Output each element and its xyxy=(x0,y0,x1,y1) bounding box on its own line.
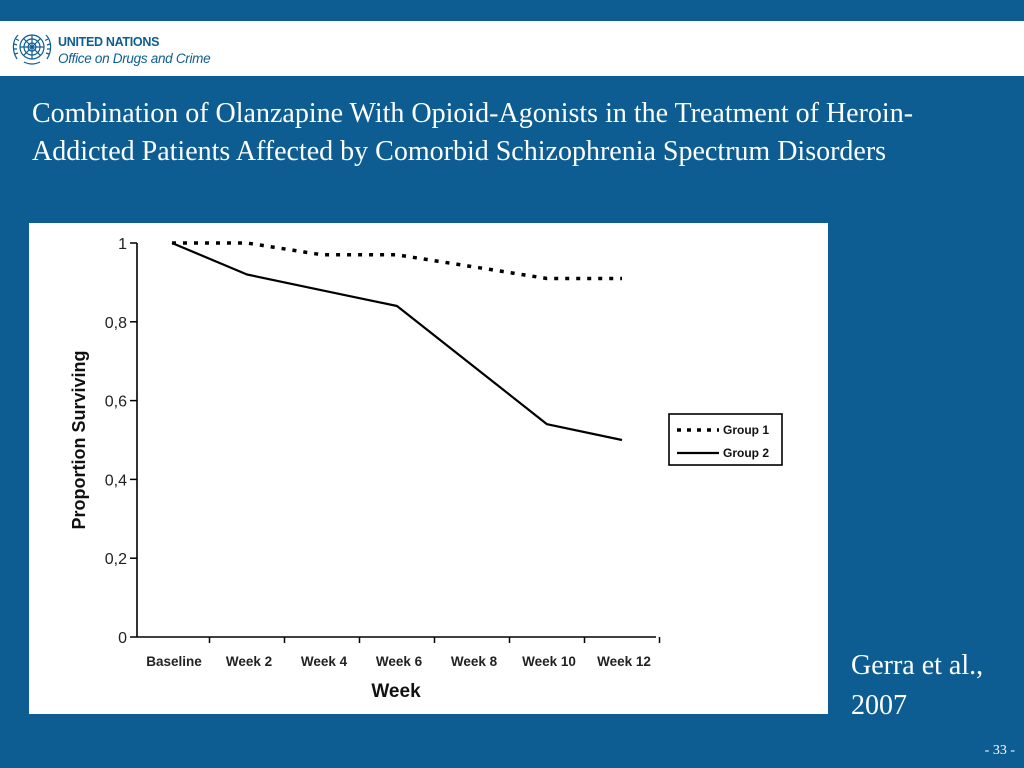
slide-title: Combination of Olanzapine With Opioid-Ag… xyxy=(32,98,914,167)
y-tick-label: 0 xyxy=(118,630,127,647)
header-bar xyxy=(0,21,1024,76)
citation: Gerra et al., 2007 xyxy=(851,646,1021,726)
y-tick-label: 0,4 xyxy=(105,472,127,489)
legend-label-group-2: Group 2 xyxy=(723,446,769,460)
x-tick-label: Week 6 xyxy=(376,654,423,669)
x-axis-title: Week xyxy=(371,681,421,702)
chart-panel: 0 0,2 0,4 0,6 0,8 1 Baseline Week 2 Week 4 Week … xyxy=(29,223,828,714)
x-tick-label: Baseline xyxy=(146,654,202,669)
y-tick-label: 0,6 xyxy=(105,394,127,411)
org-name: UNITED NATIONS xyxy=(58,35,160,49)
legend-label-group-1: Group 1 xyxy=(723,423,769,437)
x-tick-label: Week 4 xyxy=(301,654,348,669)
top-band xyxy=(0,0,1024,21)
legend: Group 1 Group 2 xyxy=(668,413,783,466)
citation-year: 2007 xyxy=(851,690,907,721)
page-number: - 33 - xyxy=(984,743,1015,758)
org-subname: Office on Drugs and Crime xyxy=(58,51,211,66)
y-tick-label: 1 xyxy=(118,236,127,253)
citation-authors: Gerra et al., xyxy=(851,650,984,681)
series-line-group-2 xyxy=(171,241,623,442)
survival-chart: 0 0,2 0,4 0,6 0,8 1 Baseline Week 2 Week 4 Week … xyxy=(69,236,783,702)
y-axis-title: Proportion Surviving xyxy=(69,350,89,529)
x-tick-label: Week 8 xyxy=(451,654,498,669)
legend-box xyxy=(668,413,783,466)
x-tick-label: Week 10 xyxy=(522,654,576,669)
y-tick-label: 0,8 xyxy=(105,315,127,332)
series-line-group-1 xyxy=(172,241,622,281)
un-emblem-icon xyxy=(12,34,52,65)
x-tick-label: Week 2 xyxy=(226,654,272,669)
x-tick-label: Week 12 xyxy=(597,654,651,669)
y-tick-label: 0,2 xyxy=(105,551,127,568)
